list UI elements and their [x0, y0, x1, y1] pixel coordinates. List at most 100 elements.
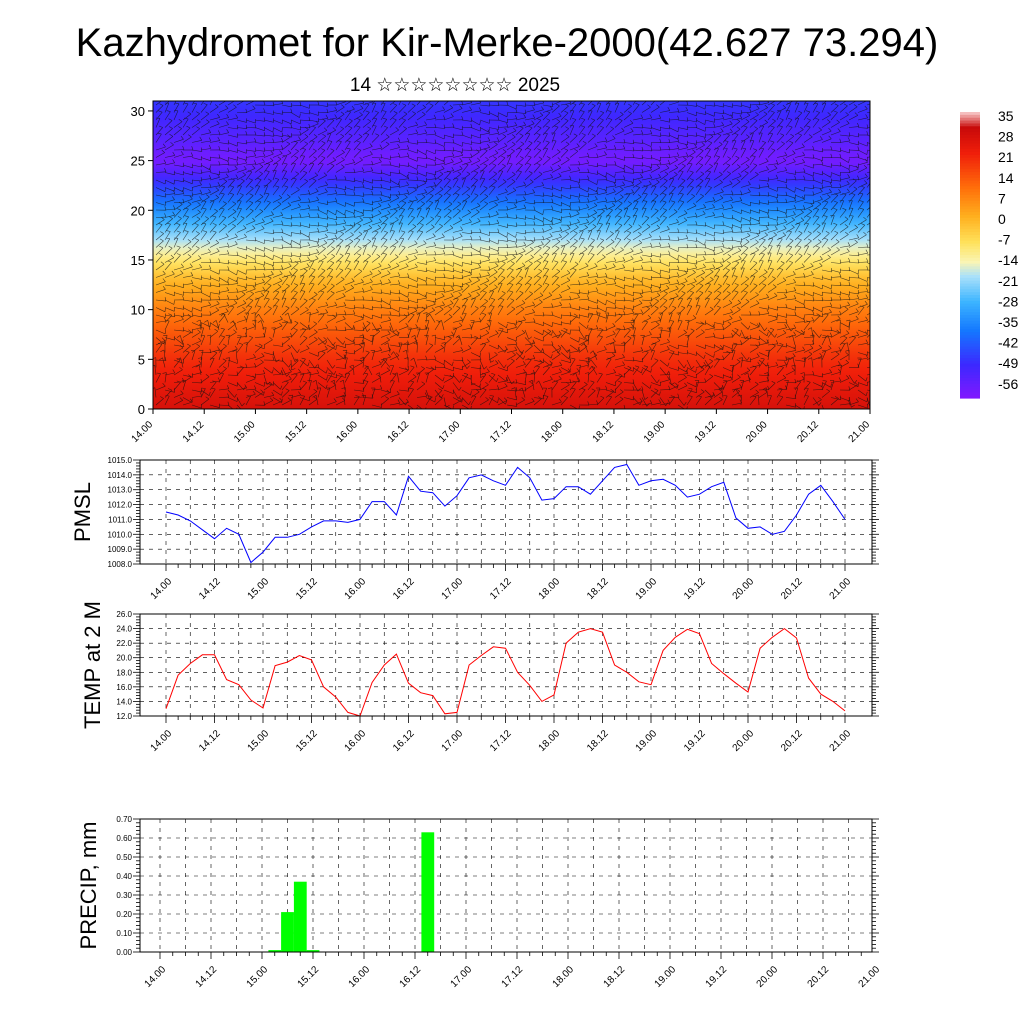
x-tick-label: 14.00: [143, 964, 169, 990]
x-tick-label: 15.12: [283, 419, 309, 445]
colorbar-label: 7: [998, 190, 1006, 206]
x-tick-label: 20.12: [779, 576, 805, 602]
x-tick-label: 20.12: [795, 419, 821, 445]
x-tick-label: 21.00: [828, 576, 854, 602]
x-tick-label: 15.12: [294, 728, 320, 754]
colorbar-label: -42: [998, 335, 1018, 351]
colorbar-label: 28: [998, 129, 1014, 145]
x-tick-label: 20.12: [806, 964, 832, 990]
x-tick-label: 17.12: [488, 419, 514, 445]
y-tick-label: 0.40: [116, 872, 132, 881]
x-tick-label: 18.12: [585, 576, 611, 602]
x-tick-label: 18.00: [551, 964, 577, 990]
colorbar-label: -35: [998, 314, 1018, 330]
x-tick-label: 16.12: [386, 419, 412, 445]
y-tick-label: 0.20: [116, 910, 132, 919]
colorbar-label: -21: [998, 273, 1018, 289]
x-tick-label: 21.00: [847, 419, 873, 445]
y-tick-label: 20: [131, 203, 145, 218]
x-tick-label: 19.00: [634, 728, 660, 754]
colorbar-label: -56: [998, 376, 1018, 392]
x-tick-label: 20.00: [731, 728, 757, 754]
y-axis-title: PRECIP, mm: [76, 822, 101, 950]
x-tick-label: 17.12: [500, 964, 526, 990]
x-tick-label: 16.12: [391, 728, 417, 754]
x-tick-label: 20.00: [755, 964, 781, 990]
colorbar-label: 0: [998, 211, 1006, 227]
panel-frame: [140, 460, 872, 564]
x-tick-label: 16.00: [343, 576, 369, 602]
x-tick-label: 19.12: [682, 728, 708, 754]
x-tick-label: 18.00: [539, 419, 565, 445]
x-tick-label: 14.12: [197, 576, 223, 602]
x-tick-label: 16.12: [398, 964, 424, 990]
y-tick-label: 0.60: [116, 834, 132, 843]
y-tick-label: 12.0: [116, 712, 132, 721]
y-tick-label: 0.50: [116, 853, 132, 862]
grid: [140, 614, 872, 716]
x-tick-label: 19.00: [634, 576, 660, 602]
y-tick-label: 25: [131, 154, 145, 169]
y-tick-label: 5: [138, 352, 145, 367]
grid: [140, 819, 872, 952]
y-tick-label: 20.0: [116, 654, 132, 663]
x-tick-label: 20.00: [731, 576, 757, 602]
x-tick-label: 17.12: [488, 728, 514, 754]
colorbar-label: -49: [998, 355, 1018, 371]
x-tick-label: 19.00: [642, 419, 668, 445]
x-tick-label: 15.00: [232, 419, 258, 445]
x-tick-label: 14.12: [197, 728, 223, 754]
x-tick-label: 14.00: [149, 728, 175, 754]
x-tick-label: 15.12: [296, 964, 322, 990]
x-tick-label: 14.00: [149, 576, 175, 602]
x-tick-label: 19.00: [653, 964, 679, 990]
precip-bar: [281, 912, 294, 952]
panel-frame: [140, 614, 872, 716]
y-tick-label: 1008.0: [108, 560, 133, 569]
x-tick-label: 17.00: [440, 728, 466, 754]
x-tick-label: 21.00: [857, 964, 883, 990]
x-tick-label: 18.12: [602, 964, 628, 990]
colorbar-label: 14: [998, 170, 1014, 186]
x-tick-label: 15.00: [246, 728, 272, 754]
pmsl-panel: 1008.01009.01010.01011.01012.01013.01014…: [70, 456, 879, 602]
x-tick-label: 18.00: [537, 576, 563, 602]
panel-frame: [140, 819, 872, 952]
y-tick-label: 24.0: [116, 625, 132, 634]
x-tick-label: 14.12: [181, 419, 207, 445]
colorbar-label: -14: [998, 252, 1018, 268]
x-tick-label: 15.00: [245, 964, 271, 990]
x-tick-label: 16.00: [347, 964, 373, 990]
x-tick-label: 17.00: [437, 419, 463, 445]
y-tick-label: 0: [138, 402, 145, 417]
x-tick-label: 19.12: [682, 576, 708, 602]
x-tick-label: 18.12: [585, 728, 611, 754]
precip-bar: [421, 832, 434, 952]
x-tick-label: 21.00: [828, 728, 854, 754]
x-tick-label: 16.12: [391, 576, 417, 602]
y-tick-label: 10: [131, 303, 145, 318]
x-tick-label: 14.00: [130, 419, 156, 445]
x-tick-label: 16.00: [335, 419, 361, 445]
y-tick-label: 1012.0: [108, 501, 133, 510]
y-tick-label: 1010.0: [108, 530, 133, 539]
x-tick-label: 17.00: [440, 576, 466, 602]
y-axis-title: PMSL: [70, 482, 95, 542]
y-tick-label: 1015.0: [108, 456, 133, 465]
x-tick-label: 20.12: [779, 728, 805, 754]
page-title: Kazhydromet for Kir-Merke-2000(42.627 73…: [76, 21, 939, 65]
colorbar-label: -7: [998, 232, 1011, 248]
colorbar-label: 21: [998, 149, 1014, 165]
y-tick-label: 26.0: [116, 610, 132, 619]
x-tick-label: 17.12: [488, 576, 514, 602]
x-tick-label: 18.12: [591, 419, 617, 445]
y-tick-label: 30: [131, 104, 145, 119]
grid: [140, 460, 872, 564]
y-tick-label: 18.0: [116, 668, 132, 677]
precip-bar: [294, 882, 307, 952]
y-tick-label: 1011.0: [108, 515, 132, 524]
